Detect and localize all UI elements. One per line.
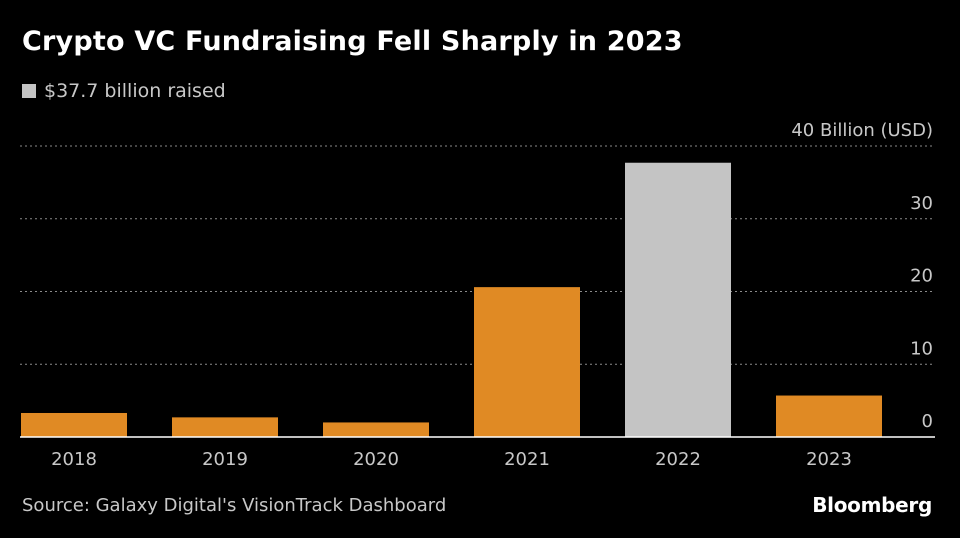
- bar-2023: [776, 395, 882, 437]
- x-tick-2018: 2018: [51, 449, 97, 470]
- chart-title: Crypto VC Fundraising Fell Sharply in 20…: [22, 26, 683, 57]
- x-tick-2021: 2021: [504, 449, 550, 470]
- legend-label: $37.7 billion raised: [44, 80, 226, 102]
- bar-2018: [21, 412, 127, 437]
- y-tick-40: 40 Billion (USD): [791, 120, 933, 141]
- legend-swatch: [22, 84, 36, 98]
- bar-2019: [172, 417, 278, 437]
- source-note: Source: Galaxy Digital's VisionTrack Das…: [22, 495, 447, 516]
- x-tick-2020: 2020: [353, 449, 399, 470]
- y-tick-20: 20: [910, 266, 933, 287]
- bar-2022: [625, 162, 731, 438]
- bloomberg-logo: Bloomberg: [812, 493, 932, 517]
- x-tick-2022: 2022: [655, 449, 701, 470]
- legend: $37.7 billion raised: [22, 80, 226, 102]
- y-tick-0: 0: [922, 411, 933, 432]
- x-tick-labels: 2018 2019 2020 2021 2022 2023: [51, 449, 852, 470]
- bar-2021: [474, 287, 580, 437]
- y-tick-labels: 0 10 20 30 40 Billion (USD): [791, 120, 933, 432]
- bar-2020: [323, 422, 429, 437]
- y-tick-30: 30: [910, 193, 933, 214]
- bars: [21, 162, 882, 438]
- y-tick-10: 10: [910, 338, 933, 359]
- x-tick-2019: 2019: [202, 449, 248, 470]
- x-tick-2023: 2023: [806, 449, 852, 470]
